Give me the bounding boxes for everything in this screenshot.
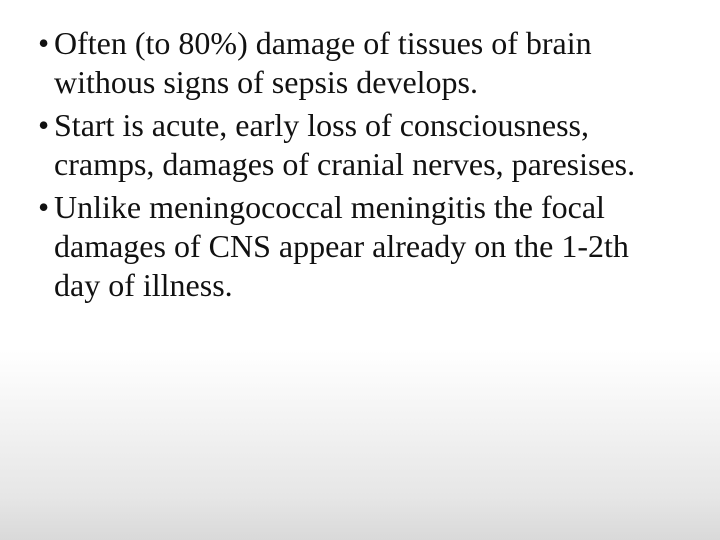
bullet-text: Start is acute, early loss of consciousn… bbox=[54, 107, 635, 182]
list-item: Start is acute, early loss of consciousn… bbox=[38, 106, 678, 184]
bullet-text: Unlike meningococcal meningitis the foca… bbox=[54, 189, 629, 303]
slide: Often (to 80%) damage of tissues of brai… bbox=[0, 0, 720, 540]
list-item: Unlike meningococcal meningitis the foca… bbox=[38, 188, 678, 305]
bullet-text: Often (to 80%) damage of tissues of brai… bbox=[54, 25, 592, 100]
list-item: Often (to 80%) damage of tissues of brai… bbox=[38, 24, 678, 102]
bullet-list: Often (to 80%) damage of tissues of brai… bbox=[38, 24, 678, 305]
